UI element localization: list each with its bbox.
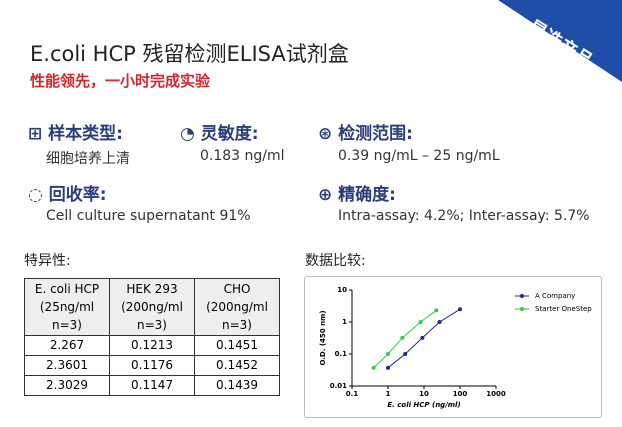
feature-value: 0.183 ng/ml <box>200 148 285 164</box>
feature-value: 细胞培养上清 <box>46 151 130 167</box>
t: 灵敏度: <box>200 124 259 144</box>
feature-label: ⊛ 检测范围: <box>318 124 413 144</box>
feature-value: 0.39 ng/mL – 25 ng/mL <box>338 148 500 164</box>
y-tick-label: 0.1 <box>335 350 348 358</box>
x-axis-title: E. coli HCP (ng/ml) <box>387 401 460 409</box>
legend-marker <box>520 307 524 311</box>
series-line <box>373 310 437 369</box>
spec-table: E. coli HCP (25ng/ml n=3) HEK 293 (200ng/… <box>24 278 280 396</box>
header-cell: E. coli HCP (25ng/ml n=3) <box>24 278 110 336</box>
legend-label: Starter OneStep <box>535 305 592 313</box>
point <box>386 365 390 370</box>
feature-label: ◌ 回收率: <box>28 185 107 205</box>
section-title: 数据比较: <box>305 253 366 269</box>
legend-label: A Company <box>535 292 575 300</box>
feature-label: ⊕ 精确度: <box>318 185 396 205</box>
cell: 2.3029 <box>24 375 110 396</box>
cell: 0.1176 <box>109 355 195 376</box>
legend-marker <box>520 294 524 298</box>
feature-value: Intra-assay: 4.2%; Inter-assay: 5.7% <box>338 208 590 224</box>
x-tick-label: 0.1 <box>346 390 359 398</box>
x-tick-label: 1000 <box>486 390 506 398</box>
point <box>434 308 439 313</box>
x-tick-label: 10 <box>419 390 429 398</box>
cell: 0.1439 <box>194 375 280 396</box>
title: E.coli HCP 残留检测ELISA试剂盒 <box>30 42 349 66</box>
cell: 2.3601 <box>24 355 110 376</box>
point <box>458 307 462 312</box>
section-title: 特异性: <box>24 253 71 269</box>
point <box>400 335 405 340</box>
t: 回收率: <box>48 185 107 205</box>
x-tick-label: 100 <box>453 390 468 398</box>
feature-value: Cell culture supernatant 91% <box>46 208 251 224</box>
point <box>403 352 408 356</box>
cell: 0.1213 <box>109 335 195 356</box>
t: 检测范围: <box>338 124 413 144</box>
chart-frame <box>304 276 602 418</box>
t: 精确度: <box>338 185 396 205</box>
cell: 0.1452 <box>194 355 280 376</box>
y-tick-label: 1 <box>342 318 347 326</box>
y-axis-title: O.D. (450 nm) <box>319 310 327 365</box>
t: 样本类型: <box>48 124 123 144</box>
row: 2.3029 0.1147 0.1439 <box>24 375 280 396</box>
row: 2.267 0.1213 0.1451 <box>24 335 280 356</box>
y-tick-label: 10 <box>337 286 347 294</box>
y-tick-label: 0.01 <box>330 382 347 390</box>
x-tick-label: 1 <box>386 390 391 398</box>
cell: 0.1147 <box>109 375 195 396</box>
point <box>418 320 423 324</box>
row: 2.3601 0.1176 0.1452 <box>24 355 280 376</box>
feature-label: ⊞ 样本类型: <box>28 124 123 144</box>
header-row: E. coli HCP (25ng/ml n=3) HEK 293 (200ng/… <box>24 278 280 336</box>
cell: 2.267 <box>24 335 110 356</box>
point <box>386 352 390 356</box>
point <box>371 365 376 370</box>
point <box>420 335 425 340</box>
header-cell: CHO (200ng/ml n=3) <box>194 278 280 336</box>
point <box>437 320 442 324</box>
header-cell: HEK 293 (200ng/ml n=3) <box>109 278 195 336</box>
subtitle: 性能领先，一小时完成实验 <box>30 72 211 90</box>
badge-bg <box>498 0 622 82</box>
feature-label: ◔ 灵敏度: <box>180 124 259 144</box>
cell: 0.1451 <box>194 335 280 356</box>
